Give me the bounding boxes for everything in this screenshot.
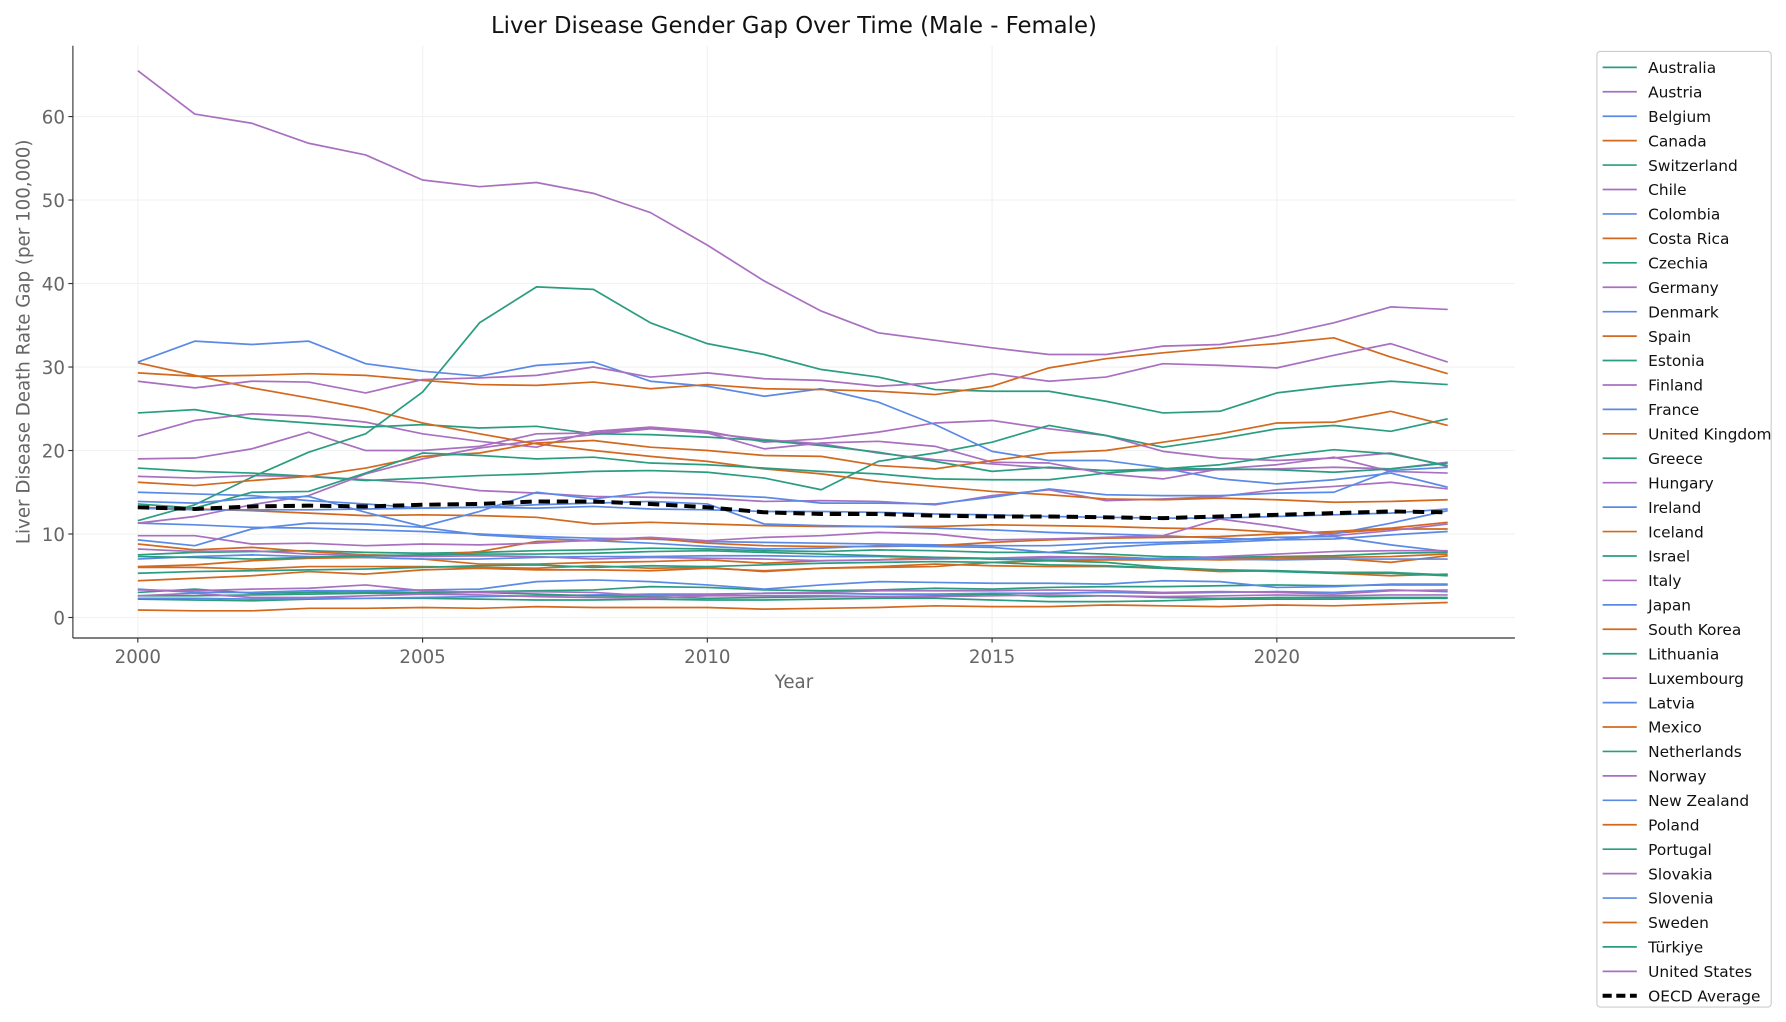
legend-label-sweden: Sweden: [1648, 914, 1709, 932]
legend-label-south-korea: South Korea: [1648, 621, 1741, 639]
series-line-switzerland: [137, 547, 1448, 559]
x-tick-label: 2010: [684, 647, 730, 668]
legend-label-poland: Poland: [1648, 816, 1699, 834]
series-line-czechia: [137, 417, 1448, 491]
legend-label-slovenia: Slovenia: [1648, 890, 1713, 908]
series-line-chile: [137, 412, 1448, 468]
x-tick-label: 2005: [399, 647, 445, 668]
legend-label-greece: Greece: [1648, 450, 1703, 468]
legend-label-hungary: Hungary: [1648, 474, 1714, 492]
legend-label-denmark: Denmark: [1648, 303, 1719, 321]
legend-label-belgium: Belgium: [1648, 108, 1711, 126]
series-line-belgium: [137, 522, 1448, 553]
series-line-denmark: [137, 491, 1448, 541]
series-line-norway: [137, 592, 1448, 600]
legend-label-norway: Norway: [1648, 768, 1706, 786]
series-line-hungary: [137, 69, 1448, 356]
series-line-new-zealand: [137, 579, 1448, 594]
legend-label-oecd-average: OECD Average: [1648, 987, 1760, 1005]
x-tick-label: 2020: [1254, 647, 1300, 668]
series-line-ireland: [137, 522, 1448, 554]
axis-ticks: 0 10 20 30 40 50 60 2000 2005 2010 2015 2020: [42, 107, 1300, 668]
y-axis-label: Liver Disease Death Rate Gap (per 100,00…: [14, 140, 35, 545]
x-tick-label: 2015: [969, 647, 1015, 668]
series-line-poland: [137, 410, 1448, 487]
y-tick-label: 0: [53, 608, 65, 629]
legend: Australia Austria Belgium Canada Switzerland…: [1596, 50, 1772, 1008]
series-line-japan: [137, 554, 1448, 561]
legend-label-united-states: United States: [1648, 963, 1752, 981]
series-line-israel: [137, 584, 1448, 595]
series-line-portugal: [137, 452, 1448, 509]
series-line-united-states: [137, 584, 1448, 597]
legend-label-colombia: Colombia: [1648, 206, 1720, 224]
legend-label-latvia: Latvia: [1648, 694, 1695, 712]
y-tick-label: 30: [42, 358, 65, 379]
series-line-spain: [137, 521, 1448, 557]
legend-box: [1596, 50, 1772, 1008]
y-tick-label: 60: [42, 107, 65, 128]
legend-label-germany: Germany: [1648, 279, 1719, 297]
y-tick-label: 20: [42, 441, 65, 462]
legend-label-australia: Australia: [1648, 59, 1716, 77]
legend-label-netherlands: Netherlands: [1648, 743, 1742, 761]
series-line-slovenia: [137, 466, 1448, 528]
legend-label-ireland: Ireland: [1648, 499, 1701, 517]
y-tick-label: 10: [42, 525, 65, 546]
series-line-lithuania: [137, 286, 1448, 522]
series-line-slovakia: [137, 342, 1448, 394]
legend-label-israel: Israel: [1648, 548, 1690, 566]
legend-label-luxembourg: Luxembourg: [1648, 670, 1744, 688]
y-tick-label: 50: [42, 191, 65, 212]
legend-label-chile: Chile: [1648, 181, 1686, 199]
series-line-latvia: [137, 340, 1448, 489]
legend-label-france: France: [1648, 401, 1699, 419]
legend-label-estonia: Estonia: [1648, 352, 1705, 370]
legend-label-t-rkiye: Türkiye: [1647, 939, 1703, 957]
legend-label-iceland: Iceland: [1648, 523, 1704, 541]
series-line-estonia: [137, 408, 1448, 473]
series-line-sweden: [137, 601, 1448, 612]
legend-label-new-zealand: New Zealand: [1648, 792, 1749, 810]
legend-label-portugal: Portugal: [1648, 841, 1712, 859]
series-line-mexico: [137, 336, 1448, 396]
legend-label-slovakia: Slovakia: [1648, 865, 1713, 883]
series-lines: [137, 69, 1448, 612]
x-tick-label: 2000: [115, 647, 161, 668]
chart-title: Liver Disease Gender Gap Over Time (Male…: [491, 13, 1097, 39]
legend-label-japan: Japan: [1647, 597, 1691, 615]
series-line-luxembourg: [137, 518, 1448, 547]
legend-label-finland: Finland: [1648, 377, 1703, 395]
series-line-t-rkiye: [137, 549, 1448, 577]
series-line-iceland: [137, 563, 1448, 582]
legend-label-spain: Spain: [1648, 328, 1691, 346]
legend-label-austria: Austria: [1648, 83, 1702, 101]
legend-label-lithuania: Lithuania: [1648, 645, 1719, 663]
legend-label-czechia: Czechia: [1648, 255, 1708, 273]
legend-label-italy: Italy: [1648, 572, 1681, 590]
y-tick-label: 40: [42, 274, 65, 295]
series-line-south-korea: [137, 362, 1448, 504]
legend-label-united-kingdom: United Kingdom: [1648, 426, 1771, 444]
legend-label-mexico: Mexico: [1648, 719, 1702, 737]
legend-label-costa-rica: Costa Rica: [1648, 230, 1729, 248]
series-line-greece: [137, 591, 1448, 600]
series-line-costa-rica: [137, 506, 1448, 535]
legend-label-canada: Canada: [1648, 132, 1706, 150]
x-axis-label: Year: [774, 672, 814, 693]
legend-label-switzerland: Switzerland: [1648, 157, 1738, 175]
